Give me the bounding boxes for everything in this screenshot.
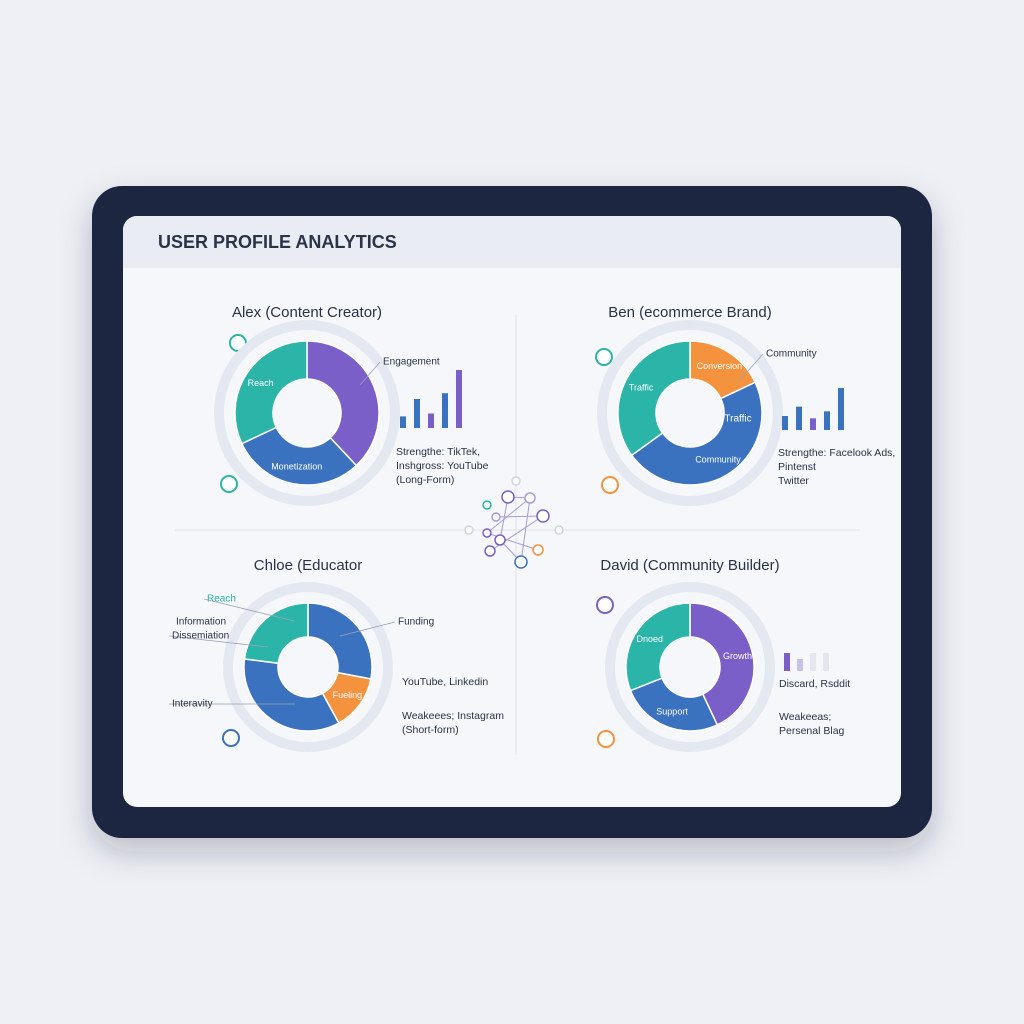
- callout-line: [359, 361, 381, 386]
- mini-bar: [824, 411, 830, 430]
- mini-bar: [782, 416, 788, 430]
- profile-note: (Short-form): [402, 724, 459, 736]
- profile-name: Ben (ecommerce Brand): [608, 304, 771, 321]
- network-graphic: [464, 476, 564, 569]
- donut-halo: [223, 582, 393, 752]
- mini-bar: [823, 653, 829, 671]
- page-title: USER PROFILE ANALYTICS: [158, 232, 397, 252]
- donut-segment: [306, 340, 380, 467]
- segment-label: Dnoed: [636, 634, 663, 644]
- segment-label: Traffic: [629, 382, 654, 392]
- callout-label: Reach: [207, 594, 236, 605]
- mini-bar: [442, 393, 448, 428]
- profile-name: Alex (Content Creator): [232, 304, 382, 321]
- mini-bar: [400, 416, 406, 428]
- header-bar: [123, 216, 901, 268]
- segment-label: Conversion: [697, 361, 743, 371]
- mini-bar: [414, 399, 420, 428]
- mini-bar: [797, 659, 803, 671]
- donut-halo: [597, 320, 783, 506]
- donut-segment: [243, 602, 309, 665]
- segment-label: Support: [656, 707, 688, 717]
- callout-line: [203, 598, 295, 622]
- segment-label: Growth: [723, 651, 752, 661]
- segment-label: Community: [695, 455, 741, 465]
- callout-label: Interavity: [172, 699, 213, 710]
- mini-bar: [810, 653, 816, 671]
- profile-note: Strengthe: Facelook Ads,: [778, 447, 895, 459]
- segment-label: Reach: [248, 378, 274, 388]
- profile-name: Chloe (Educator: [254, 557, 362, 574]
- mini-bar: [456, 370, 462, 428]
- profile-note: Persenal Blag: [779, 725, 845, 737]
- platform-icons: [220, 334, 619, 748]
- donut-segment: [617, 340, 691, 457]
- profile-note: Discard, Rsddit: [779, 678, 850, 690]
- mini-bar: [428, 413, 434, 428]
- mini-bar: [810, 418, 816, 430]
- profile-note: Inshgross: YouTube: [396, 460, 489, 472]
- donut-segment: [629, 677, 719, 732]
- profile-note: Weakeeas;: [779, 711, 831, 723]
- donut-segment: [630, 381, 763, 486]
- mini-bar: [796, 406, 802, 430]
- profile-name: David (Community Builder): [600, 557, 779, 574]
- donut-segment: [625, 602, 691, 692]
- callout-label: Community: [766, 349, 817, 360]
- callout-label: Traffic: [724, 414, 751, 425]
- profile-note: Pintenst: [778, 461, 816, 473]
- profile-note: Weakeees; Instagram: [402, 710, 504, 722]
- donut-segment: [307, 602, 373, 680]
- donut-segment: [234, 340, 308, 445]
- callout-label: Information: [176, 617, 226, 628]
- profile-note: YouTube, Linkedin: [402, 676, 488, 688]
- donut-halo: [605, 582, 775, 752]
- segment-label: Monetization: [271, 461, 322, 471]
- profile-note: (Long-Form): [396, 474, 454, 486]
- segment-label: Fueling: [333, 690, 363, 700]
- callout-line: [739, 353, 764, 381]
- mini-bar: [784, 653, 790, 671]
- callout-line: [168, 635, 269, 648]
- callout-label: Funding: [398, 617, 434, 628]
- profile-note: Twitter: [778, 475, 809, 487]
- callout-label: Dissemiation: [172, 631, 229, 642]
- mini-bar: [838, 388, 844, 430]
- callout-line: [339, 621, 396, 637]
- donut-segment: [243, 658, 340, 732]
- profile-note: Strengthe: TikTek,: [396, 446, 480, 458]
- donut-halo: [214, 320, 400, 506]
- donut-segment: [689, 602, 755, 726]
- callout-label: Engagement: [383, 357, 440, 368]
- donut-segment: [240, 426, 358, 486]
